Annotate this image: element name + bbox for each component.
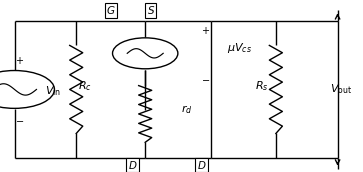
Text: $G$: $G$ [106, 4, 115, 16]
Text: $R_c$: $R_c$ [78, 79, 92, 93]
Text: $-$: $-$ [200, 74, 210, 84]
Text: $D$: $D$ [197, 159, 206, 171]
Text: $+$: $+$ [16, 55, 24, 66]
Text: $V_{\mathrm{in}}$: $V_{\mathrm{in}}$ [45, 84, 61, 98]
Text: $D$: $D$ [128, 159, 137, 171]
Text: $S$: $S$ [147, 4, 155, 16]
Text: $R_s$: $R_s$ [255, 79, 269, 93]
Text: $-$: $-$ [15, 115, 25, 125]
Text: $\mu V_{cs}$: $\mu V_{cs}$ [227, 41, 252, 55]
Text: $+$: $+$ [201, 25, 209, 36]
Text: $V_{\mathrm{out}}$: $V_{\mathrm{out}}$ [330, 83, 352, 96]
Text: $r_d$: $r_d$ [181, 104, 192, 116]
